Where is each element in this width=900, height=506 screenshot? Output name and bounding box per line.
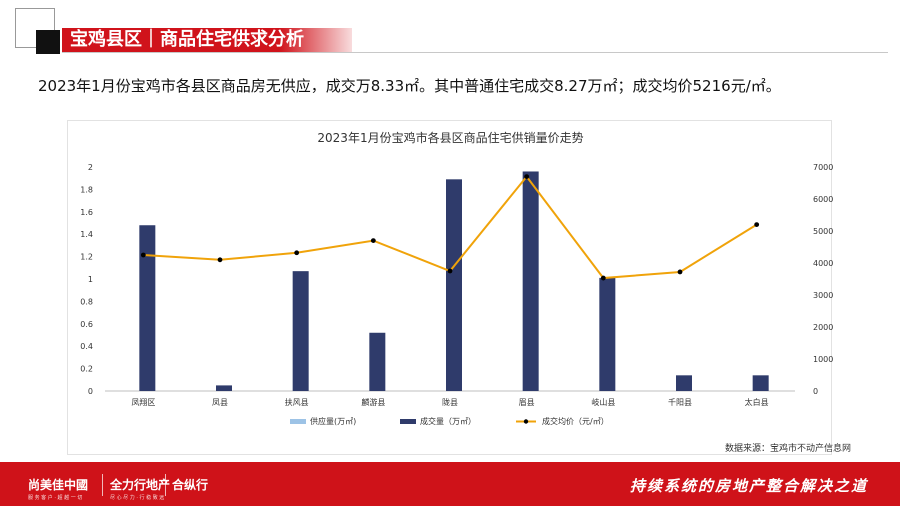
summary-text: 2023年1月份宝鸡市各县区商品房无供应，成交万8.33㎡。其中普通住宅成交8.… — [38, 77, 781, 95]
logo-hezongxing-text: 合纵行 — [172, 478, 209, 492]
y-right-tick-label: 3000 — [813, 291, 833, 300]
page-title: 宝鸡县区｜商品住宅供求分析 — [70, 29, 304, 50]
footer-slogan: 持续系统的房地产整合解决之道 — [629, 477, 868, 495]
price-point — [600, 275, 606, 281]
chart-panel: 0 0.2 0.4 0.6 0.8 1 1.2 1.4 1.6 1.8 2 0 1000 2000 3000… — [67, 120, 833, 455]
x-category-label: 眉县 — [519, 398, 535, 407]
deal-bar — [446, 179, 462, 391]
price-point — [524, 174, 530, 179]
logo-divider — [102, 474, 103, 496]
logo-quanlixing-text: 全力行地产 — [110, 478, 171, 492]
legend-swatch-supply — [290, 419, 306, 424]
x-category-label: 扶风县 — [285, 397, 309, 407]
price-point — [754, 222, 760, 227]
logo-quanlixing: 全力行地产 尽 心 尽 力 · 行 稳 致 远 — [110, 476, 170, 501]
y-right-tick-label: 0 — [813, 387, 818, 396]
y-right-tick-label: 5000 — [813, 227, 833, 236]
chart-svg: 0 0.2 0.4 0.6 0.8 1 1.2 1.4 1.6 1.8 2 0 1000 2000 3000… — [80, 163, 833, 426]
deal-bar — [752, 375, 769, 391]
deal-bar — [522, 171, 539, 391]
x-category-label: 太白县 — [745, 397, 769, 407]
footer-bar: 尚美佳中國 服 务 客 户 · 超 越 一 切 全力行地产 尽 心 尽 力 · … — [0, 462, 900, 506]
legend-label-supply: 供应量(万㎡) — [310, 416, 356, 426]
y-left-tick-label: 0.2 — [80, 365, 93, 374]
y-right-tick-label: 6000 — [813, 195, 833, 204]
y-right-tick-label: 7000 — [813, 163, 833, 172]
logo-shangmeijia-text: 尚美佳中國 — [28, 478, 89, 492]
legend-label-deal: 成交量（万㎡） — [420, 416, 476, 426]
price-point — [140, 252, 146, 258]
price-point — [370, 238, 376, 243]
y-left-tick-label: 2 — [88, 163, 93, 172]
legend-label-price: 成交均价（元/㎡） — [542, 416, 609, 426]
x-category-label: 千阳县 — [668, 397, 692, 407]
price-point — [447, 268, 453, 274]
deal-bar — [292, 271, 309, 391]
y-left-tick-label: 0 — [88, 387, 93, 396]
data-source: 数据来源：宝鸡市不动产信息网 — [725, 444, 852, 454]
x-category-label: 岐山县 — [591, 397, 615, 407]
deal-bar — [676, 375, 692, 391]
y-left-tick-label: 1.2 — [80, 253, 93, 262]
x-category-label: 凤县 — [212, 398, 228, 407]
y-left-tick-label: 0.4 — [80, 342, 93, 351]
x-category-label: 陇县 — [442, 397, 458, 407]
y-left-tick-label: 0.6 — [80, 320, 93, 329]
deal-bar — [599, 277, 616, 391]
y-left-tick-label: 1.4 — [80, 230, 93, 239]
price-point — [217, 257, 223, 263]
corner-outline-box — [15, 8, 55, 48]
logo-shangmeijia: 尚美佳中國 服 务 客 户 · 超 越 一 切 — [28, 476, 88, 501]
logo-hezongxing: 合纵行 — [172, 476, 208, 493]
deal-bar — [139, 225, 156, 391]
chart-title: 2023年1月份宝鸡市各县区商品住宅供销量价走势 — [317, 131, 584, 145]
logo-shangmeijia-sub: 服 务 客 户 · 超 越 一 切 — [28, 495, 83, 501]
deal-bar — [216, 385, 232, 391]
y-left-tick-label: 1.8 — [80, 185, 93, 194]
corner-black-square — [36, 30, 60, 54]
price-point — [677, 269, 683, 275]
y-left-tick-label: 1.6 — [80, 208, 93, 217]
y-left-tick-label: 1 — [88, 275, 93, 284]
legend-swatch-deal — [400, 419, 416, 424]
y-right-tick-label: 2000 — [813, 323, 833, 332]
logo-quanlixing-sub: 尽 心 尽 力 · 行 稳 致 远 — [110, 495, 165, 501]
x-category-label: 麟游县 — [361, 397, 385, 407]
x-category-label: 凤翔区 — [131, 397, 155, 407]
y-right-tick-label: 1000 — [813, 355, 833, 364]
y-right-tick-label: 4000 — [813, 259, 833, 268]
logo-divider — [165, 474, 166, 496]
title-underline — [62, 52, 888, 53]
y-left-tick-label: 0.8 — [80, 297, 93, 306]
deal-bar — [369, 332, 386, 391]
legend-marker-price — [523, 419, 529, 424]
price-point — [294, 250, 300, 256]
title-bar — [62, 28, 352, 52]
